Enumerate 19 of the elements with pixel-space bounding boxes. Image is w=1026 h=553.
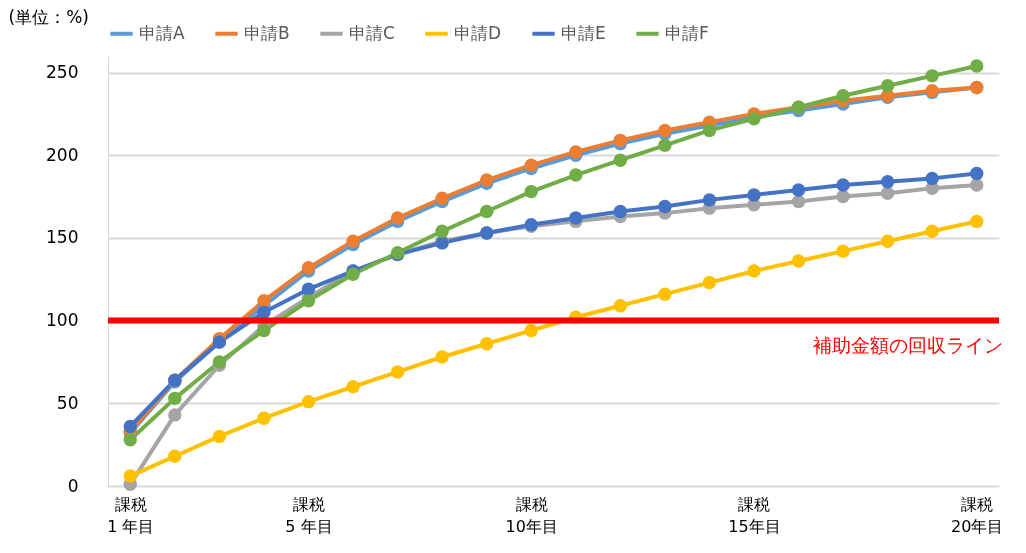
y-tick-label: 250	[46, 62, 79, 83]
x-tick-label: 課税 20年目	[951, 494, 1004, 536]
ref-line-label: 補助金額の回収ライン	[813, 333, 1003, 356]
x-tick-label: 課税 1 年目	[107, 494, 155, 536]
y-axis-title: (単位：%)	[8, 6, 89, 27]
y-tick-label: 100	[46, 310, 79, 331]
legend-label: 申請C	[349, 22, 395, 43]
x-tick-label: 課税 5 年目	[285, 494, 333, 536]
legend-label: 申請F	[665, 22, 709, 43]
y-tick-label: 150	[46, 227, 79, 248]
x-tick-label: 課税 15年目	[728, 494, 781, 536]
legend-label: 申請E	[561, 22, 606, 43]
legend-label: 申請B	[244, 22, 290, 43]
y-tick-label: 200	[46, 144, 79, 165]
y-tick-label: 50	[56, 392, 79, 413]
legend-label: 申請D	[454, 22, 502, 43]
x-tick-label: 課税 10年目	[505, 494, 558, 536]
y-tick-label: 0	[67, 475, 79, 496]
legend-label: 申請A	[139, 22, 185, 43]
